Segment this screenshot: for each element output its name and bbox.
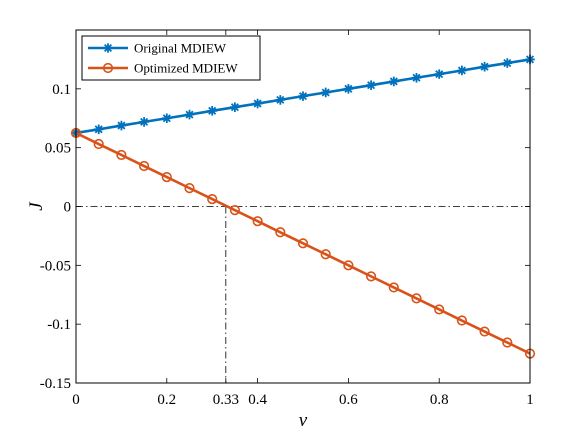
legend-label: Optimized MDIEW [134, 61, 238, 76]
reference-lines [76, 206, 530, 383]
legend-box [81, 35, 261, 81]
data-point [184, 183, 195, 194]
legend-marker [103, 43, 113, 53]
x-tick-label: 0.4 [248, 392, 267, 408]
data-point [161, 171, 172, 183]
data-point [389, 76, 399, 87]
data-point [502, 58, 513, 68]
x-tick-label: 0.8 [430, 392, 449, 408]
legend-entry-1: Original MDIEW [88, 41, 227, 56]
legend: Original MDIEW Optimized MDIEW [81, 35, 261, 81]
x-tick-label: 0.2 [157, 392, 176, 408]
series-2 [70, 127, 536, 359]
data-point [434, 304, 445, 315]
data-point [411, 293, 422, 304]
data-point [343, 260, 354, 271]
series-1 [71, 54, 535, 138]
y-tick-label: -0.1 [47, 317, 71, 333]
data-point [229, 205, 240, 216]
y-tick-label: -0.15 [40, 376, 71, 392]
data-point [343, 84, 354, 94]
y-tick-label: 0.1 [52, 82, 71, 98]
data-point [230, 102, 240, 112]
x-axis-label: ν [299, 410, 308, 431]
data-point [298, 91, 308, 101]
data-point [457, 65, 467, 76]
legend-label: Original MDIEW [134, 41, 227, 56]
data-point [456, 315, 468, 326]
data-point [252, 216, 263, 227]
data-point [388, 282, 399, 293]
y-axis: -0.15 -0.1 -0.05 0 0.05 0.1 [40, 82, 530, 392]
data-point [320, 87, 331, 98]
data-point [366, 80, 376, 90]
data-point [116, 120, 127, 131]
data-point [479, 326, 490, 337]
data-point [207, 193, 218, 205]
data-point [297, 238, 309, 249]
data-point [93, 124, 104, 135]
legend-entry-2: Optimized MDIEW [88, 61, 238, 76]
x-axis: 0 0.2 0.33 0.4 0.6 0.8 1 [72, 30, 534, 408]
data-point [366, 271, 377, 282]
x-tick-label: 0 [72, 392, 80, 408]
data-point [207, 106, 217, 116]
data-point [275, 227, 286, 238]
data-point [434, 69, 444, 79]
legend-marker [102, 62, 114, 74]
series-line [75, 131, 531, 355]
x-tick-label: 1 [526, 392, 534, 408]
x-tick-label: 0.6 [339, 392, 358, 408]
y-axis-label: J [26, 201, 47, 211]
data-point [139, 160, 150, 172]
y-tick-label: 0 [64, 200, 72, 216]
series-layer [70, 54, 536, 359]
data-point [139, 117, 149, 127]
y-tick-label: 0.05 [45, 141, 71, 157]
data-point [252, 98, 263, 109]
data-point [502, 337, 513, 348]
data-point [275, 95, 286, 105]
data-point [116, 149, 127, 161]
data-point [320, 249, 331, 260]
data-point [479, 61, 490, 72]
data-point [162, 113, 172, 124]
data-point [411, 72, 422, 83]
x-tick-label: 0.33 [213, 392, 239, 408]
data-point [93, 138, 104, 150]
y-tick-label: -0.05 [40, 258, 71, 274]
data-point [184, 109, 195, 120]
